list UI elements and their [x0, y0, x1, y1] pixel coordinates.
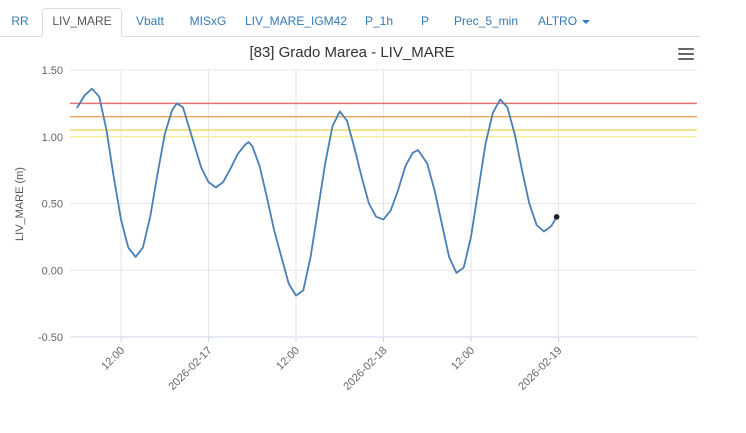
last-point-marker [553, 214, 560, 220]
x-tick-label: 2026-02-19 [516, 345, 564, 393]
series-layer [76, 87, 560, 297]
y-axis-label: LIV_MARE (m) [14, 167, 26, 241]
threshold-lines [70, 102, 697, 138]
tab-prec-5-min[interactable]: Prec_5_min [453, 14, 519, 28]
tab-misxg[interactable]: MISxG [189, 14, 227, 28]
tab-bar: RR LIV_MARE Vbatt MISxG LIV_MARE_IGM42 P… [0, 0, 700, 37]
x-tick-label: 12:00 [274, 345, 302, 373]
tab-altro-dropdown[interactable]: ALTRO [532, 9, 596, 36]
tab-liv-mare[interactable]: LIV_MARE [42, 8, 122, 37]
tab-p[interactable]: P [420, 14, 429, 28]
grid [70, 69, 697, 338]
y-tick-label: 1.50 [42, 65, 63, 77]
chart-title: [83] Grado Marea - LIV_MARE [249, 44, 454, 61]
x-tick-label: 12:00 [99, 345, 127, 373]
y-tick-label: 0.00 [42, 265, 63, 277]
axes: -0.50 0.00 0.50 1.00 1.50 12:00 2026-02-17 12:0… [38, 65, 697, 393]
caret-down-icon [582, 19, 591, 24]
y-tick-label: 0.50 [42, 199, 63, 211]
y-tick-label: -0.50 [38, 332, 63, 344]
hamburger-menu-icon[interactable] [678, 46, 696, 62]
y-tick-label: 1.00 [42, 132, 63, 144]
tab-vbatt[interactable]: Vbatt [135, 14, 165, 28]
tab-rr[interactable]: RR [11, 14, 29, 28]
x-tick-label: 12:00 [449, 345, 477, 373]
series-line [76, 87, 558, 297]
tab-liv-mare-igm42[interactable]: LIV_MARE_IGM42 [244, 14, 348, 28]
x-tick-label: 2026-02-17 [166, 345, 214, 393]
tab-altro-label: ALTRO [537, 14, 578, 28]
tab-p-1h[interactable]: P_1h [364, 14, 394, 28]
x-tick-label: 2026-02-18 [341, 345, 389, 393]
